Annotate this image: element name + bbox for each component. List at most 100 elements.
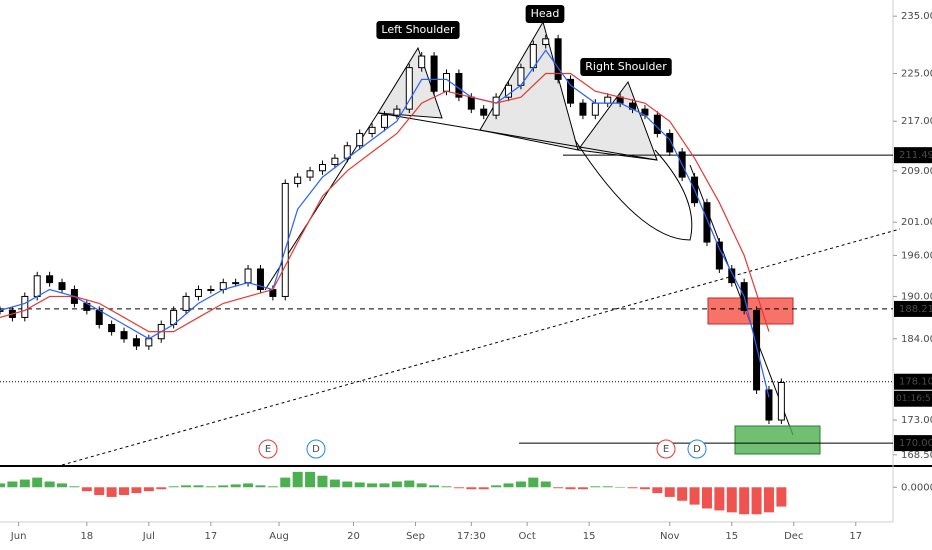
event-marker [687, 439, 707, 459]
histogram-bar [94, 487, 105, 495]
y-tick-label: 190.00 [901, 291, 932, 302]
annotation-box [580, 58, 672, 76]
candle [753, 309, 761, 391]
candle [653, 114, 661, 134]
candle [318, 163, 326, 172]
countdown: 01:16:57 [896, 394, 932, 404]
histogram-bar [466, 487, 477, 490]
annotation: Head [525, 5, 565, 23]
candle [492, 96, 500, 116]
histogram-bar [81, 487, 92, 492]
histogram-bar [590, 486, 601, 488]
annotation-text: Right Shoulder [585, 60, 667, 73]
y-tick-label: 209.00 [901, 166, 932, 177]
price-label-box [894, 300, 932, 317]
x-tick-label: 15 [725, 531, 738, 542]
candle [455, 73, 463, 98]
histogram-bar [205, 486, 216, 488]
histogram-bar [57, 483, 68, 488]
histogram-bar [119, 487, 130, 495]
y-tick-label: 196.00 [901, 250, 932, 261]
candle [505, 84, 513, 98]
histogram-bar [329, 479, 340, 488]
histogram-bar [391, 481, 402, 488]
candle [443, 73, 450, 92]
candle [467, 96, 475, 110]
candle [567, 78, 575, 104]
histogram-bar [280, 477, 291, 488]
event-label: D [693, 444, 701, 455]
annotation: Right Shoulder [580, 58, 672, 76]
event-marker [258, 439, 278, 459]
x-tick-label: Jul [142, 531, 155, 542]
histogram-bar [639, 487, 650, 490]
curve [574, 139, 693, 241]
histogram-bar [553, 487, 564, 489]
histogram-bar [32, 477, 43, 488]
moving-average [0, 49, 770, 398]
y-tick-label: 168.50 [901, 450, 932, 461]
histogram-bar [441, 486, 452, 488]
x-tick-label: 17 [204, 531, 217, 542]
candle [108, 324, 116, 333]
candle [306, 170, 314, 178]
histogram-bar [652, 487, 663, 494]
histogram-bar [354, 482, 365, 488]
event-label: D [312, 444, 320, 455]
histogram-bar [763, 487, 774, 513]
resistance-box [707, 297, 794, 325]
histogram-bar [776, 487, 787, 507]
price-label-box [894, 147, 932, 164]
histogram-bar [131, 487, 142, 494]
candle [418, 55, 426, 69]
histogram-bar [19, 479, 30, 488]
annotation-box [525, 5, 565, 23]
candle [194, 289, 202, 297]
histogram-bar [181, 485, 192, 488]
x-tick-label: Sep [406, 531, 425, 542]
histogram-bar [615, 487, 626, 488]
price-label: 188.21 [899, 304, 932, 315]
x-tick-label: Aug [269, 531, 289, 542]
head-shape [479, 20, 579, 151]
candle [294, 176, 302, 184]
histogram-bar [379, 483, 390, 488]
histogram-bar [689, 487, 700, 505]
histogram-bar [69, 486, 80, 488]
candle [542, 38, 550, 46]
dashed-trend-line [61, 228, 901, 466]
event-label: E [663, 444, 669, 455]
candle [232, 282, 240, 285]
histogram-bar [739, 487, 750, 515]
histogram-bar [255, 485, 266, 488]
histogram-bar [664, 487, 675, 497]
candle [46, 275, 54, 284]
candle [0, 309, 4, 312]
candle [281, 182, 289, 297]
y-tick-label: 184.00 [901, 334, 932, 345]
histogram-bar [317, 475, 328, 488]
y-tick-label: 0.0000 [901, 482, 932, 493]
candle [182, 295, 190, 311]
price-label-box [894, 435, 932, 452]
histogram-bar [677, 487, 688, 501]
histogram-bar [106, 487, 117, 497]
histogram-bar [230, 484, 241, 488]
histogram-bar [193, 485, 204, 488]
histogram-bar [243, 483, 254, 488]
x-tick-label: Jun [10, 531, 27, 542]
histogram-bar [218, 485, 229, 488]
candle [728, 268, 736, 284]
y-tick-label: 235.00 [901, 11, 932, 22]
neckline [377, 112, 658, 161]
candle [132, 338, 140, 347]
event-marker [306, 439, 326, 459]
candle [579, 102, 587, 116]
candle [58, 282, 66, 291]
histogram-bar [714, 487, 725, 511]
candle [120, 331, 128, 340]
histogram-bar [168, 486, 179, 488]
annotation-text: Left Shoulder [381, 23, 455, 36]
